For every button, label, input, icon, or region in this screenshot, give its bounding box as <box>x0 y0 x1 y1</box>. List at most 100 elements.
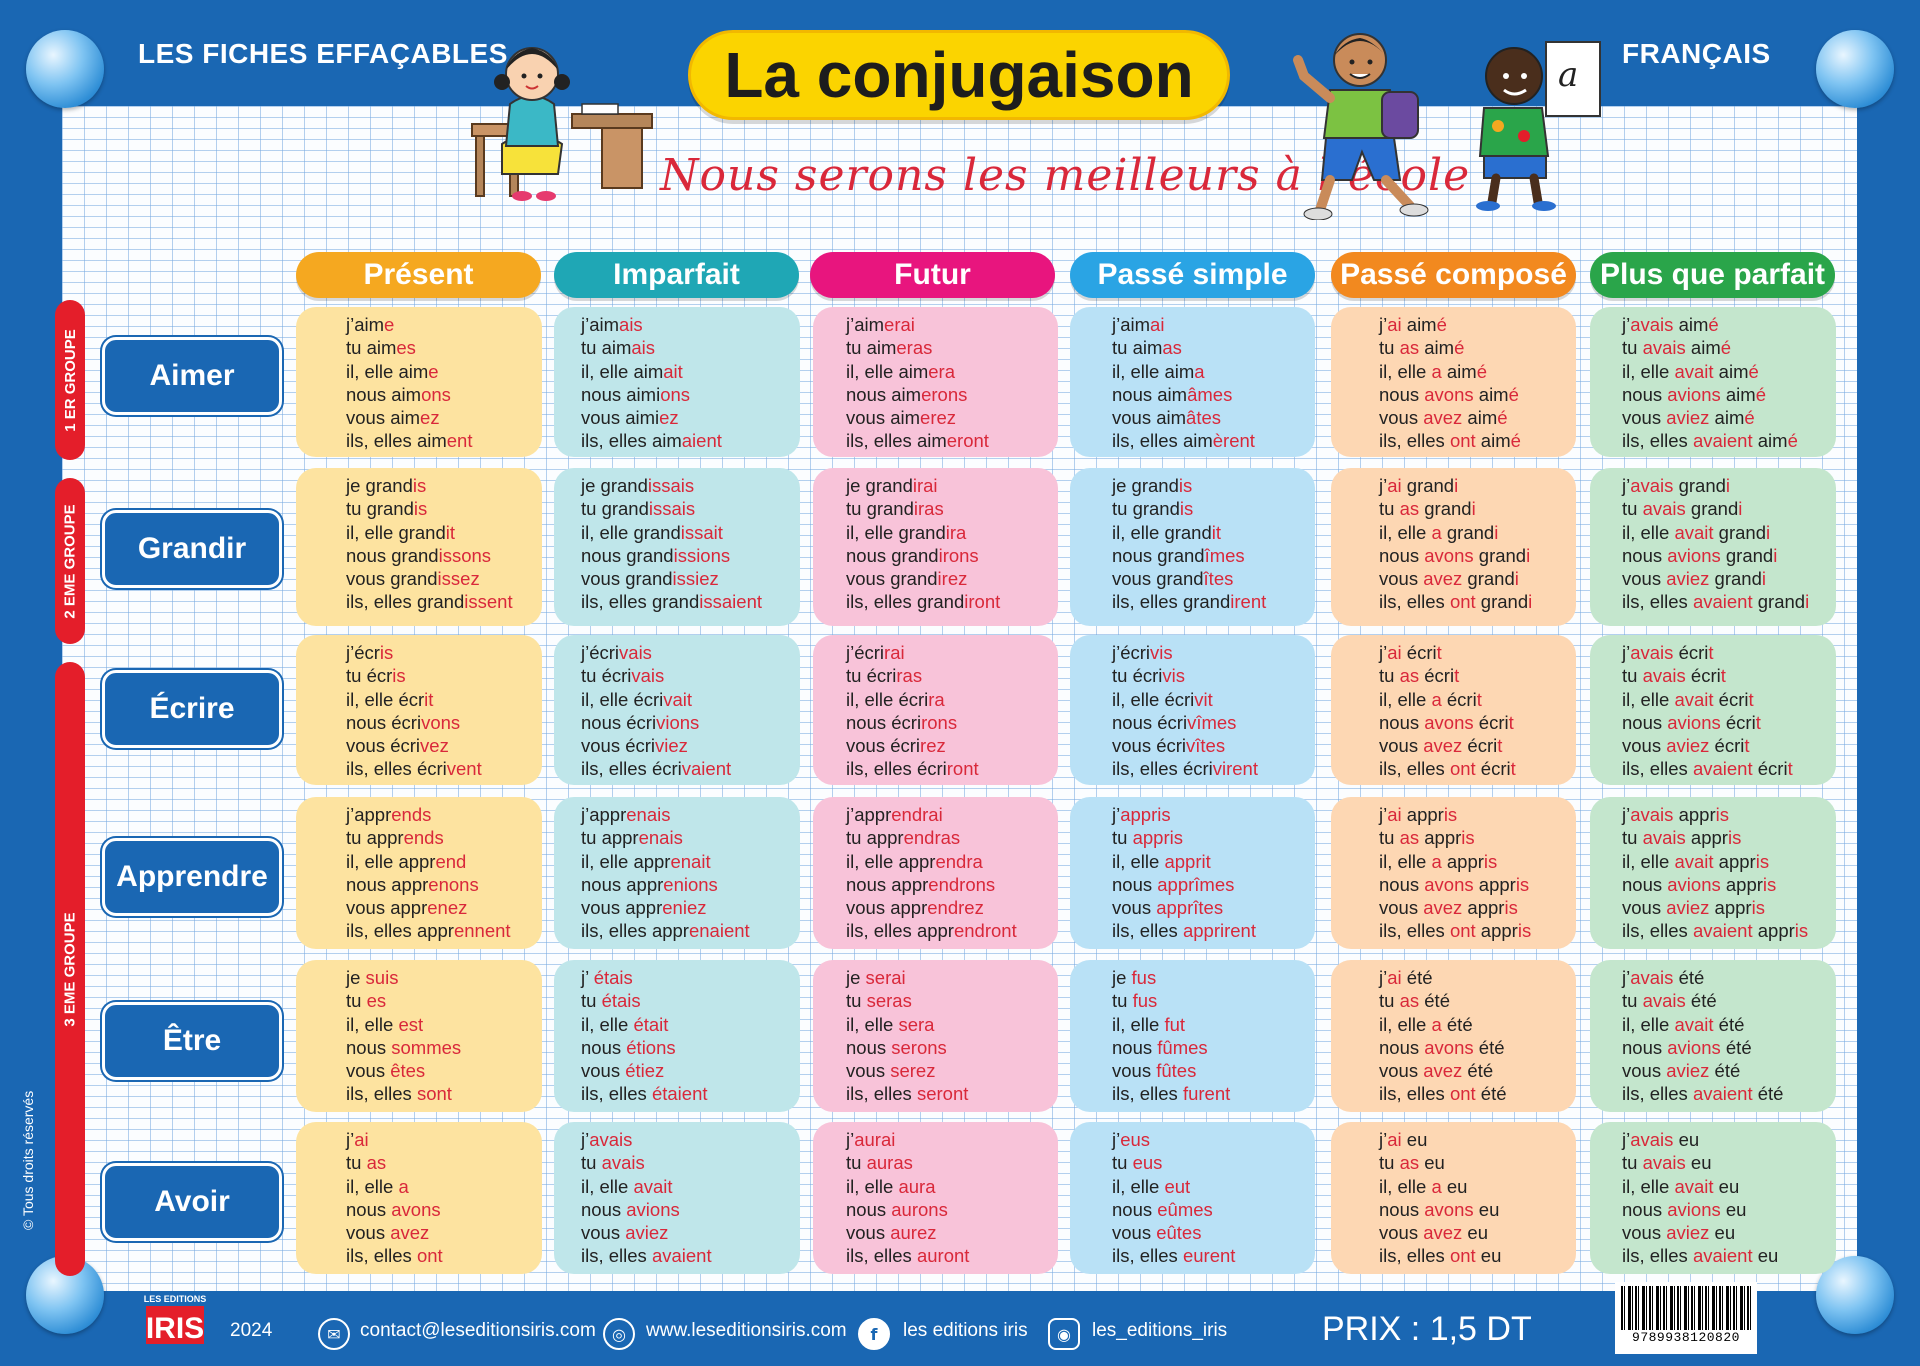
verb-ending: ai <box>1387 804 1402 825</box>
verb-ending: avez <box>1423 1222 1463 1244</box>
verb-stem: j’ <box>1379 642 1388 663</box>
verb-ending: vis <box>1162 665 1186 687</box>
verb-stem: tu <box>1112 827 1133 849</box>
verb-ending: aviez <box>1666 568 1710 590</box>
conjugation-line: tu auras <box>846 1151 1058 1174</box>
publisher-logo-name: IRIS <box>146 1312 204 1345</box>
verb-stem: nous <box>581 1036 627 1058</box>
tense-header-plus-que-parfait: Plus que parfait <box>1590 252 1835 298</box>
verb-ending: îmes <box>1204 544 1245 566</box>
conjugation-line: tu apprends <box>346 826 542 849</box>
verb-stem: écri <box>1401 642 1437 663</box>
verb-stem: je grand <box>1112 475 1179 496</box>
verb-stem: tu appr <box>346 827 404 849</box>
conjugation-line: tu as aimé <box>1379 336 1576 359</box>
verb-ending: èrent <box>1212 430 1255 452</box>
group-bar-2: 2 EME GROUPE <box>55 478 85 644</box>
verb-stem: il, elle <box>346 1013 399 1035</box>
conjugation-line: ils, elles ont <box>346 1244 542 1267</box>
verb-ending: endrons <box>928 873 996 895</box>
conjugation-line: vous aimâtes <box>1112 406 1315 429</box>
conjugation-cell-apprendre-futur: j’apprendrai tu apprendras il, elle appren… <box>813 797 1058 949</box>
verb-stem: j’écr <box>346 642 380 663</box>
verb-ending: t <box>1708 642 1714 663</box>
verb-stem: été <box>1419 990 1450 1012</box>
instagram-link[interactable]: les_editions_iris <box>1092 1320 1228 1341</box>
verb-stem: grand <box>1720 544 1774 566</box>
verb-stem: je grand <box>581 475 648 496</box>
verb-ending: virent <box>1212 758 1258 780</box>
verb-ending: avions <box>1667 873 1721 895</box>
verb-stem: été <box>1752 1083 1784 1105</box>
verb-ending: it <box>424 688 434 710</box>
conjugation-line: il, elle grandissait <box>581 521 800 544</box>
verb-stem: nous <box>1112 1198 1158 1220</box>
conjugation-line: il, elle apprendra <box>846 850 1058 873</box>
verb-ending: avais <box>589 1129 633 1150</box>
conjugation-line: ils, elles écrivirent <box>1112 757 1315 780</box>
conjugation-line: nous avons grandi <box>1379 544 1576 567</box>
conjugation-line: ils, elles ont écrit <box>1379 757 1576 780</box>
conjugation-line: vous aimerez <box>846 406 1058 429</box>
verb-ending: t <box>1787 758 1793 780</box>
running-boy-illustration <box>1293 33 1429 220</box>
verb-ending: a <box>1431 360 1442 382</box>
verb-stem: appr <box>1462 897 1505 919</box>
conjugation-line: vous aviez eu <box>1622 1221 1836 1244</box>
verb-stem: tu aim <box>846 337 897 359</box>
conjugation-line: tu apprenais <box>581 826 800 849</box>
facebook-link[interactable]: les editions iris <box>903 1320 1028 1341</box>
verb-stem: vous <box>581 1222 626 1244</box>
conjugation-line: ils, elles aiment <box>346 429 542 452</box>
conjugation-cell-grandir-imparfait: je grandissais tu grandissais il, elle gra… <box>554 468 800 626</box>
conjugation-line: il, elle était <box>581 1013 800 1036</box>
conjugation-line: tu avais grandi <box>1622 497 1836 520</box>
conjugation-cell-ecrire-futur: j’écrirai tu écriras il, elle écrira nous é… <box>813 635 1058 785</box>
conjugation-line: ils, elles ont eu <box>1379 1244 1576 1267</box>
conjugation-line: ils, elles ont aimé <box>1379 429 1576 452</box>
conjugation-line: j’ai écrit <box>1379 641 1576 664</box>
verb-ending: as <box>366 1152 387 1174</box>
verb-ending: issiez <box>672 568 719 590</box>
svg-text:a: a <box>1558 55 1578 95</box>
verb-ending: a <box>1194 360 1205 382</box>
verb-ending: it <box>445 521 456 543</box>
conjugation-line: ils, elles écrivaient <box>581 757 800 780</box>
verb-stem: ils, elles <box>1112 1083 1183 1105</box>
verb-stem: nous <box>846 1036 892 1058</box>
verb-stem: ils, elles <box>1379 430 1450 452</box>
verb-stem: appr <box>1673 804 1716 825</box>
verb-ending: ont <box>1449 430 1476 452</box>
conjugation-line: tu étais <box>581 989 800 1012</box>
verb-stem: écri <box>1419 665 1455 687</box>
verb-stem: vous aim <box>1112 407 1187 429</box>
verb-stem: grand <box>1475 591 1529 613</box>
verb-stem: je grand <box>846 475 913 496</box>
verb-stem: aim <box>1475 430 1511 452</box>
verb-stem: ils, elles <box>846 1245 917 1267</box>
verb-stem: grand <box>1673 475 1726 496</box>
verb-stem: nous grand <box>581 544 674 566</box>
verb-ending: eut <box>1164 1175 1191 1197</box>
verb-stem: ils, elles <box>1622 591 1693 613</box>
website-link[interactable]: www.leseditionsiris.com <box>646 1320 847 1341</box>
verb-stem: ils, elles <box>346 1245 417 1267</box>
verb-ending: es <box>396 337 416 359</box>
email-link[interactable]: contact@leseditionsiris.com <box>360 1320 596 1341</box>
verb-ending: vions <box>656 711 700 733</box>
verb-ending: is <box>1178 475 1193 496</box>
conjugation-line: tu grandissais <box>581 497 800 520</box>
verb-stem: vous <box>1379 568 1424 590</box>
conjugation-cell-aimer-passe-compose: j’ai aimé tu as aimé il, elle a aimé nous a… <box>1331 307 1576 457</box>
verb-label-ecrire: Écrire <box>102 670 282 748</box>
conjugation-line: il, elle grandira <box>846 521 1058 544</box>
verb-stem: vous <box>1622 568 1667 590</box>
verb-ending: ons <box>660 383 691 405</box>
verb-ending: eûtes <box>1156 1222 1202 1244</box>
verb-ending: é <box>1748 360 1759 382</box>
conjugation-line: nous grandissons <box>346 544 542 567</box>
verb-ending: is <box>1727 827 1742 849</box>
conjugation-line: vous appreniez <box>581 896 800 919</box>
copyright-notice: © Tous droits réservés <box>20 1090 36 1230</box>
verb-stem: vous <box>1112 1060 1157 1082</box>
